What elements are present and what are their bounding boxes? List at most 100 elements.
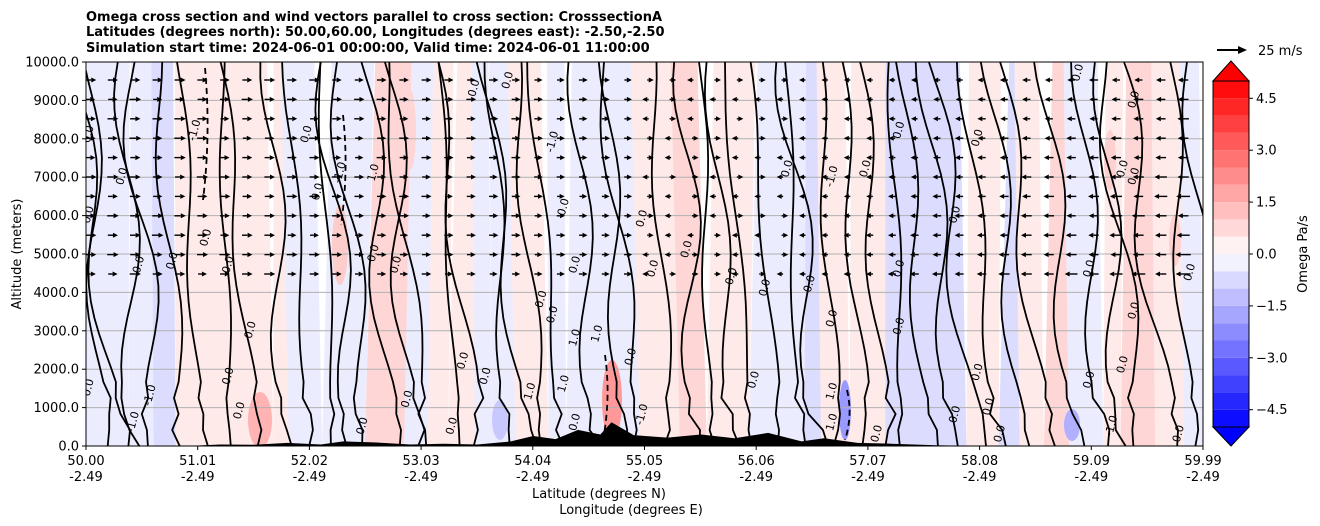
contour-label: 0.0 bbox=[80, 377, 97, 397]
wind-vector-head bbox=[627, 252, 633, 258]
wind-vector-head bbox=[492, 271, 498, 277]
colorbar-segment bbox=[1213, 254, 1249, 272]
wind-vector-head bbox=[932, 232, 938, 238]
wind-vector-head bbox=[493, 232, 499, 238]
wind-vector-head bbox=[515, 213, 521, 219]
wind-vector-head bbox=[1155, 271, 1161, 277]
wind-vector-head bbox=[157, 77, 163, 83]
wind-vector-head bbox=[202, 155, 208, 161]
wind-vector-head bbox=[693, 252, 699, 258]
wind-vector-head bbox=[247, 77, 253, 83]
wind-vector-head bbox=[604, 77, 610, 83]
x-tick-label-latitude: 52.02 bbox=[291, 454, 328, 469]
wind-vector-head bbox=[515, 96, 521, 102]
contour-label: 0.0 bbox=[454, 350, 471, 370]
wind-vector-head bbox=[582, 271, 588, 277]
wind-vector-head bbox=[537, 271, 543, 277]
wind-vector-head bbox=[738, 213, 744, 219]
contour-label: 0.0 bbox=[354, 416, 371, 436]
wind-vector-head bbox=[626, 77, 632, 83]
wind-vector-head bbox=[247, 96, 253, 102]
wind-vector-head bbox=[1021, 174, 1027, 180]
wind-vector-head bbox=[314, 96, 320, 102]
wind-vector-head bbox=[493, 213, 499, 219]
wind-vector-head bbox=[292, 116, 298, 122]
wind-vector-head bbox=[693, 271, 699, 277]
wind-vector-head bbox=[559, 193, 565, 199]
wind-vector-head bbox=[954, 155, 960, 161]
terrain-fill bbox=[186, 422, 981, 446]
wind-vector-head bbox=[403, 116, 409, 122]
wind-vector-head bbox=[470, 271, 476, 277]
wind-vector-head bbox=[314, 155, 320, 161]
wind-vector-head bbox=[1000, 116, 1006, 122]
wind-vector-head bbox=[560, 213, 566, 219]
wind-vector-head bbox=[866, 271, 872, 277]
y-tick-label: 7000.0 bbox=[34, 171, 80, 186]
wind-vector-head bbox=[693, 213, 699, 219]
wind-vector-head bbox=[582, 174, 588, 180]
wind-vector-head bbox=[270, 116, 276, 122]
wind-vector-head bbox=[180, 116, 186, 122]
contour-label: 0.0 bbox=[801, 274, 818, 294]
colorbar-label: Omega Pa/s bbox=[1296, 215, 1311, 293]
contour-label: 0.0 bbox=[387, 254, 404, 274]
colorbar-segment bbox=[1213, 184, 1249, 203]
contour-label: 0.0 bbox=[644, 258, 661, 278]
wind-vector-head bbox=[821, 77, 827, 83]
wind-vector-head bbox=[224, 155, 230, 161]
wind-vector-head bbox=[715, 271, 721, 277]
wind-vector-head bbox=[1043, 155, 1049, 161]
contour-label: 0.0 bbox=[197, 228, 214, 248]
wind-vector-head bbox=[224, 213, 230, 219]
wind-vector-head bbox=[1088, 174, 1094, 180]
wind-vector-head bbox=[843, 135, 849, 141]
colorbar-segment bbox=[1213, 375, 1249, 393]
wind-vector-head bbox=[910, 213, 916, 219]
wind-vector-head bbox=[910, 193, 916, 199]
wind-vector-head bbox=[955, 193, 961, 199]
wind-vector-head bbox=[1089, 96, 1095, 102]
wind-vector-head bbox=[515, 77, 521, 83]
omega-contour-line bbox=[281, 62, 314, 446]
wind-vector-head bbox=[1132, 174, 1138, 180]
y-tick-label: 8000.0 bbox=[34, 132, 80, 147]
wind-vector-head bbox=[693, 155, 699, 161]
contour-label: 0.0 bbox=[723, 266, 740, 286]
contour-label: 0.0 bbox=[1114, 354, 1131, 374]
wind-vector-head bbox=[866, 193, 872, 199]
wind-vector-head bbox=[932, 193, 938, 199]
wind-vector-head bbox=[888, 96, 894, 102]
wind-vector-head bbox=[999, 96, 1005, 102]
wind-vector-head bbox=[776, 96, 782, 102]
wind-vector-head bbox=[292, 193, 298, 199]
y-tick-label: 2000.0 bbox=[34, 363, 80, 378]
wind-vector-head bbox=[1065, 193, 1071, 199]
y-axis: 0.0 1000.0 2000.0 3000.0 4000.0 5000.0 6000.0 7… bbox=[25, 56, 86, 455]
wind-vector-head bbox=[1133, 96, 1139, 102]
contour-label: 0.0 bbox=[398, 389, 415, 409]
x-tick-label-longitude: -2.49 bbox=[851, 470, 885, 485]
contour-label: 0.0 bbox=[633, 208, 650, 228]
x-tick-label-longitude: -2.49 bbox=[181, 470, 215, 485]
wind-vector-head bbox=[1088, 232, 1094, 238]
wind-vector-head bbox=[314, 252, 320, 258]
wind-vector-head bbox=[112, 232, 118, 238]
wind-vector-head bbox=[642, 116, 648, 122]
contour-label: 0.0 bbox=[499, 70, 516, 90]
wind-vector-head bbox=[687, 96, 693, 102]
wind-vector-head bbox=[425, 174, 431, 180]
omega-contour-line bbox=[515, 62, 543, 446]
wind-vector-head bbox=[91, 232, 97, 238]
wind-vector-head bbox=[246, 213, 252, 219]
wind-vector-head bbox=[1088, 252, 1094, 258]
wind-vector-head bbox=[381, 77, 387, 83]
wind-vector-head bbox=[560, 232, 566, 238]
wind-vector-head bbox=[933, 96, 939, 102]
wind-vector-head bbox=[470, 174, 476, 180]
wind-vector-head bbox=[336, 213, 342, 219]
wind-vector-head bbox=[403, 232, 409, 238]
colorbar-segment bbox=[1213, 357, 1249, 376]
wind-vector-head bbox=[1067, 77, 1073, 83]
wind-vector-head bbox=[799, 271, 805, 277]
